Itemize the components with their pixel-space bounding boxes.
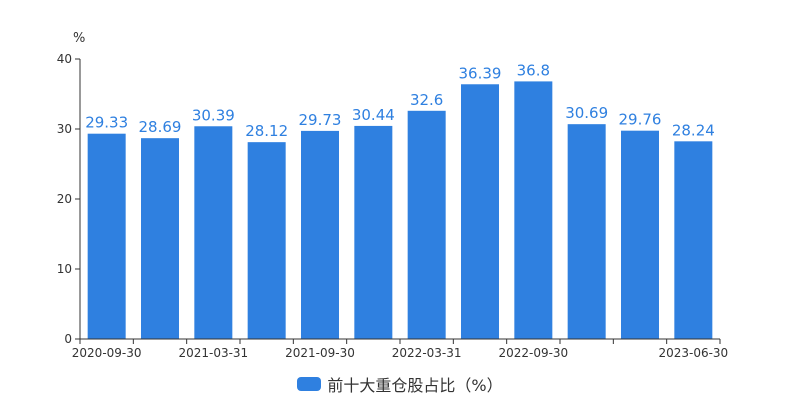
bar[interactable] [301, 130, 339, 339]
x-axis: 2020-09-30 2021-03-31 2021-09-30 2022-03-31… [72, 338, 728, 360]
y-tick-label: 40 [57, 52, 72, 66]
bar[interactable] [461, 84, 499, 340]
x-tick-label: 2022-03-31 [392, 346, 462, 360]
bar[interactable] [567, 124, 606, 339]
y-axis-unit-label: % [73, 31, 85, 46]
legend-swatch [297, 377, 322, 391]
bar-value-label: 30.44 [352, 106, 395, 124]
bar-value-label: 32.6 [410, 91, 443, 109]
bar-value-label: 28.12 [245, 122, 288, 140]
bars: 29.33 28.69 30.39 28.12 29.73 30.44 32.6 36.39 3… [85, 61, 715, 340]
legend-label: 前十大重仓股占比（%） [327, 376, 503, 395]
bar-value-label: 28.24 [672, 121, 715, 139]
bar[interactable] [141, 138, 179, 339]
bar-value-label: 36.39 [459, 64, 502, 82]
bar[interactable] [514, 81, 553, 340]
legend[interactable]: 前十大重仓股占比（%） [0, 372, 800, 396]
bar[interactable] [621, 130, 659, 339]
bar[interactable] [247, 142, 286, 339]
bar[interactable] [354, 125, 393, 339]
bar[interactable] [87, 133, 126, 339]
y-tick-label: 10 [57, 262, 72, 276]
y-tick-label: 20 [57, 192, 72, 206]
bar-value-label: 29.76 [619, 111, 662, 129]
bar[interactable] [194, 126, 233, 340]
bar-value-label: 29.73 [299, 111, 342, 129]
x-tick-label: 2020-09-30 [72, 346, 142, 360]
bar[interactable] [674, 141, 713, 339]
bar-value-label: 30.39 [192, 106, 235, 124]
y-axis: 0 10 20 30 40 [57, 52, 81, 346]
x-tick-label: 2021-09-30 [285, 346, 355, 360]
bar-value-label: 28.69 [139, 118, 182, 136]
y-tick-label: 30 [57, 122, 72, 136]
x-tick-label: 2021-03-31 [178, 346, 248, 360]
bar-value-label: 30.69 [565, 104, 608, 122]
x-tick-label: 2023-06-30 [658, 346, 728, 360]
bar[interactable] [407, 110, 446, 339]
x-tick-label: 2022-09-30 [498, 346, 568, 360]
bar-value-label: 29.33 [85, 114, 128, 132]
bar-value-label: 36.8 [517, 61, 550, 79]
y-tick-label: 0 [64, 332, 72, 346]
